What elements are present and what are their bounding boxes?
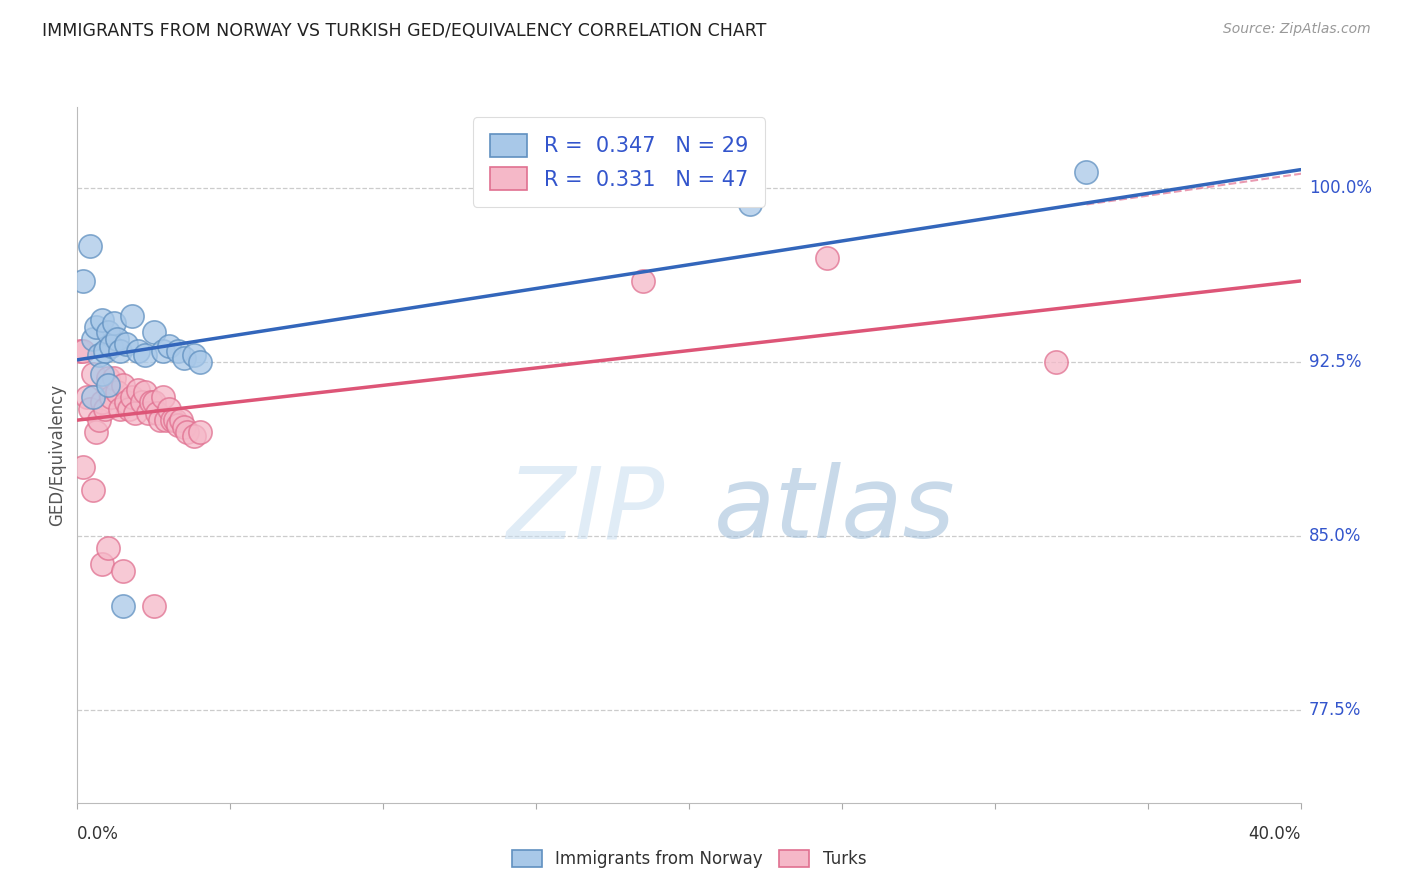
Point <box>188 355 211 369</box>
Point <box>167 417 190 432</box>
Point <box>149 413 172 427</box>
Text: 77.5%: 77.5% <box>1309 701 1361 719</box>
Text: Source: ZipAtlas.com: Source: ZipAtlas.com <box>1223 22 1371 37</box>
Point <box>84 320 107 334</box>
Point <box>112 599 135 613</box>
Point <box>87 348 110 362</box>
Point <box>105 385 128 400</box>
Text: IMMIGRANTS FROM NORWAY VS TURKISH GED/EQUIVALENCY CORRELATION CHART: IMMIGRANTS FROM NORWAY VS TURKISH GED/EQ… <box>42 22 766 40</box>
Point <box>631 274 654 288</box>
Point <box>136 406 159 420</box>
Point <box>82 390 104 404</box>
Point <box>108 343 131 358</box>
Point <box>157 339 180 353</box>
Point <box>97 541 120 555</box>
Point <box>112 378 135 392</box>
Point <box>72 274 94 288</box>
Point <box>173 351 195 365</box>
Point <box>176 425 198 439</box>
Point <box>142 325 165 339</box>
Point <box>165 413 187 427</box>
Point <box>127 343 149 358</box>
Point <box>157 401 180 416</box>
Text: 92.5%: 92.5% <box>1309 353 1361 371</box>
Point <box>76 390 98 404</box>
Point <box>103 316 125 330</box>
Point <box>90 394 112 409</box>
Point <box>121 309 143 323</box>
Point <box>146 406 169 420</box>
Point <box>82 332 104 346</box>
Point <box>79 239 101 253</box>
Point <box>134 348 156 362</box>
Point <box>100 339 122 353</box>
Point <box>103 371 125 385</box>
Point <box>167 343 190 358</box>
Point <box>90 557 112 571</box>
Point <box>815 251 838 265</box>
Text: 40.0%: 40.0% <box>1249 825 1301 843</box>
Point <box>97 371 120 385</box>
Text: ZIP: ZIP <box>506 462 665 559</box>
Point <box>94 401 117 416</box>
Point <box>127 383 149 397</box>
Point <box>740 197 762 211</box>
Point <box>115 394 138 409</box>
Point <box>152 343 174 358</box>
Point <box>82 483 104 497</box>
Legend: Immigrants from Norway, Turks: Immigrants from Norway, Turks <box>505 843 873 875</box>
Point <box>82 367 104 381</box>
Point <box>97 325 120 339</box>
Point <box>170 413 193 427</box>
Point <box>72 343 94 358</box>
Text: 100.0%: 100.0% <box>1309 179 1372 197</box>
Point <box>90 313 112 327</box>
Point <box>131 394 153 409</box>
Point <box>100 390 122 404</box>
Point <box>134 385 156 400</box>
Point <box>1045 355 1067 369</box>
Point <box>188 425 211 439</box>
Point <box>173 420 195 434</box>
Point <box>183 429 205 443</box>
Point <box>124 406 146 420</box>
Point <box>90 367 112 381</box>
Point <box>155 413 177 427</box>
Legend: R =  0.347   N = 29, R =  0.331   N = 47: R = 0.347 N = 29, R = 0.331 N = 47 <box>472 118 765 207</box>
Point <box>105 332 128 346</box>
Point <box>72 459 94 474</box>
Point <box>1076 165 1098 179</box>
Point <box>97 378 120 392</box>
Text: atlas: atlas <box>713 462 955 559</box>
Point <box>94 343 117 358</box>
Point <box>142 599 165 613</box>
Point <box>87 413 110 427</box>
Point <box>152 390 174 404</box>
Point <box>69 343 91 358</box>
Point <box>139 394 162 409</box>
Point <box>160 413 183 427</box>
Point <box>183 348 205 362</box>
Text: 85.0%: 85.0% <box>1309 527 1361 545</box>
Point <box>121 390 143 404</box>
Point <box>115 336 138 351</box>
Point <box>142 394 165 409</box>
Y-axis label: GED/Equivalency: GED/Equivalency <box>48 384 66 526</box>
Point <box>84 425 107 439</box>
Point <box>118 401 141 416</box>
Point <box>108 401 131 416</box>
Point <box>112 564 135 578</box>
Point <box>79 401 101 416</box>
Text: 0.0%: 0.0% <box>77 825 120 843</box>
